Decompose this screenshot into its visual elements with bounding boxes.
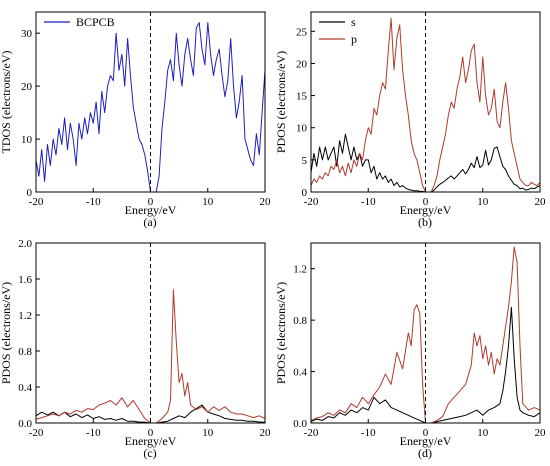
x-tick-label-a: 0 — [148, 196, 154, 208]
series-line-c-1 — [35, 289, 266, 424]
x-axis-label-b: Energy/eV — [400, 203, 452, 217]
plot-frame-b — [310, 11, 541, 193]
x-tick-label-d: 20 — [535, 427, 547, 439]
x-tick-label-a: -10 — [86, 196, 101, 208]
panel-b: -20 -10 0 10 20 0 5 10 15 20 25 Energy/eV PDOS (elec… — [274, 11, 547, 229]
panel-label-c: (c) — [143, 446, 156, 460]
y-tick-label-d: 0.0 — [293, 418, 307, 430]
x-axis-label-a: Energy/eV — [125, 203, 177, 217]
x-tick-label-d: -10 — [361, 427, 376, 439]
y-tick-label-c: 1.2 — [18, 310, 32, 322]
y-tick-label-b: 10 — [296, 123, 308, 135]
y-tick-label-c: 0.0 — [18, 418, 32, 430]
y-tick-label-b: 5 — [302, 155, 308, 167]
legend-label-a: BCPCB — [76, 15, 115, 29]
x-tick-label-c: 20 — [260, 427, 272, 439]
x-tick-label-b: 0 — [423, 196, 429, 208]
series-line-d-1 — [310, 246, 541, 424]
legend-label-b: p — [351, 32, 357, 46]
plot-frame-c — [35, 242, 266, 424]
y-tick-label-b: 25 — [296, 26, 308, 38]
x-tick-label-a: 10 — [202, 196, 214, 208]
legend-a: BCPCB — [44, 15, 115, 29]
y-tick-label-a: 30 — [21, 28, 33, 40]
legend-label-b: s — [351, 15, 356, 29]
x-tick-label-d: 10 — [477, 427, 489, 439]
y-axis-label-b: PDOS (electrons/eV) — [274, 51, 288, 153]
y-tick-label-d: 0.4 — [293, 367, 307, 379]
y-tick-label-c: 0.4 — [18, 382, 32, 394]
panel-c: -20 -10 0 10 20 0.0 0.4 0.8 1.2 1.6 2.0 Energy/eV PD… — [0, 238, 271, 460]
x-axis-label-d: Energy/eV — [400, 434, 452, 448]
series-line-a-BCPCB — [35, 22, 266, 193]
legend-b: sp — [319, 15, 357, 46]
y-tick-label-b: 20 — [296, 58, 308, 70]
x-tick-label-b: 20 — [535, 196, 547, 208]
panel-label-a: (a) — [143, 215, 156, 229]
x-axis-label-c: Energy/eV — [125, 434, 177, 448]
x-tick-label-b: 10 — [477, 196, 489, 208]
x-tick-label-c: 10 — [202, 427, 214, 439]
y-axis-label-a: TDOS (electrons/eV) — [0, 51, 13, 154]
x-tick-label-d: -20 — [304, 427, 319, 439]
x-tick-label-b: -10 — [361, 196, 376, 208]
y-tick-label-c: 2.0 — [18, 238, 32, 250]
panel-d: -20 -10 0 10 20 0.0 0.4 0.8 1.2 Energy/eV PDOS (el… — [274, 242, 547, 460]
panel-label-d: (d) — [418, 446, 432, 460]
plot-frame-d — [310, 242, 541, 424]
x-tick-label-c: 0 — [148, 427, 154, 439]
y-tick-label-a: 0 — [27, 187, 33, 199]
y-tick-label-b: 15 — [296, 91, 308, 103]
x-tick-label-b: -20 — [304, 196, 319, 208]
y-axis-label-d: PDOS (electrons/eV) — [274, 282, 288, 384]
series-line-d-0 — [310, 306, 541, 424]
x-tick-label-a: 20 — [260, 196, 272, 208]
x-tick-label-d: 0 — [423, 427, 429, 439]
series-line-b-p — [310, 17, 541, 193]
y-axis-label-c: PDOS (electrons/eV) — [0, 282, 13, 384]
y-tick-label-d: 0.8 — [293, 315, 307, 327]
x-tick-label-c: -10 — [86, 427, 101, 439]
y-tick-label-a: 10 — [21, 134, 33, 146]
x-tick-label-a: -20 — [29, 196, 44, 208]
y-tick-label-c: 0.8 — [18, 346, 32, 358]
panel-label-b: (b) — [418, 215, 432, 229]
panel-a: -20 -10 0 10 20 0 10 20 30 Energy/eV TDOS (electro… — [0, 11, 272, 229]
y-tick-label-d: 1.2 — [293, 264, 307, 276]
x-tick-label-c: -20 — [29, 427, 44, 439]
y-tick-label-b: 0 — [302, 187, 308, 199]
y-tick-label-c: 1.6 — [18, 274, 32, 286]
y-tick-label-a: 20 — [21, 81, 33, 93]
